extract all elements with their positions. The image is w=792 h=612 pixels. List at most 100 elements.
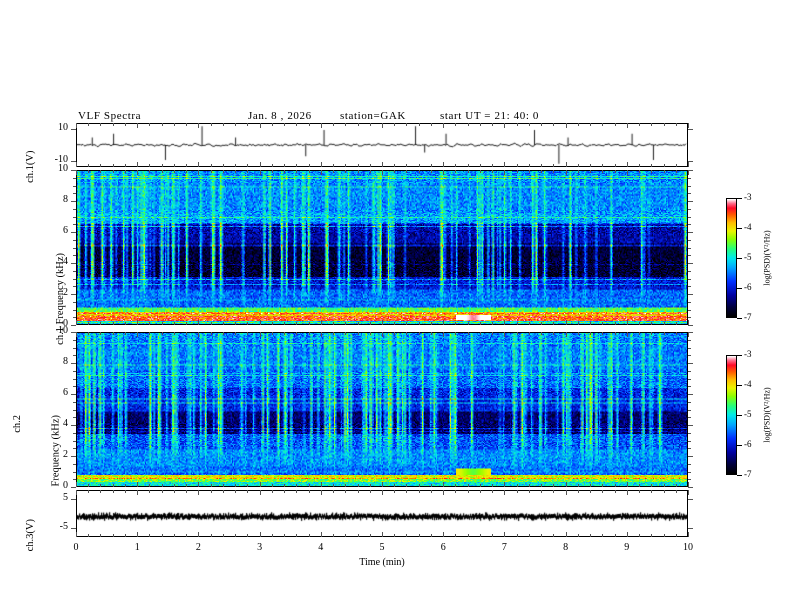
xtick-top-ch2-spectrogram-6 (443, 332, 444, 337)
xtick-ch1-spectrogram-1 (137, 320, 138, 325)
xtick-minor (590, 484, 591, 487)
xtick-minor (88, 123, 89, 126)
xtick-minor (333, 164, 334, 167)
xtick-minor (272, 490, 273, 493)
xtick-top-ch1-waveform-3 (260, 123, 261, 128)
xtick-top-ch3-waveform-7 (504, 490, 505, 495)
xtick-minor (664, 123, 665, 126)
ytick-minor (73, 317, 76, 318)
xtick-minor (333, 332, 334, 335)
xtick-minor (529, 164, 530, 167)
ytick-label-ch2-spectrogram-0: 0 (63, 480, 68, 491)
ytick-minor (688, 355, 691, 356)
xtick-minor (578, 170, 579, 173)
waveform-canvas-ch1-waveform (77, 124, 687, 166)
xtick-minor (541, 490, 542, 493)
ytick-minor (688, 186, 691, 187)
xtick-label-9: 9 (624, 542, 630, 553)
ytick-minor (73, 348, 76, 349)
xtick-ch2-spectrogram-8 (566, 482, 567, 487)
xtick-minor (370, 170, 371, 173)
xtick-minor (517, 484, 518, 487)
xtick-minor (272, 484, 273, 487)
xtick-minor (186, 332, 187, 335)
ytick-ch2-spectrogram-0 (71, 487, 76, 488)
ytick-minor (73, 371, 76, 372)
xtick-ch1-waveform-9 (627, 162, 628, 167)
xtick-minor (541, 332, 542, 335)
xtick-minor (553, 332, 554, 335)
xtick-minor (492, 490, 493, 493)
xtick-minor (615, 123, 616, 126)
xtick-minor (162, 322, 163, 325)
ytick-label-ch3-waveform--5: -5 (59, 521, 68, 533)
xtick-label-1: 1 (134, 542, 140, 553)
xtick-minor (455, 170, 456, 173)
xtick-minor (296, 332, 297, 335)
xtick-minor (211, 170, 212, 173)
xtick-minor (394, 170, 395, 173)
xtick-minor (480, 534, 481, 537)
xtick-minor (296, 123, 297, 126)
xtick-minor (223, 170, 224, 173)
xtick-minor (186, 123, 187, 126)
ytick-ch2-spectrogram-8 (71, 363, 76, 364)
xtick-minor (223, 484, 224, 487)
ytick-minor (73, 286, 76, 287)
xtick-top-ch1-spectrogram-10 (688, 170, 689, 175)
xtick-minor (602, 170, 603, 173)
xtick-minor (125, 534, 126, 537)
ylabel-line1-ch2-spectrogram: ch.2 (11, 415, 23, 433)
xtick-ch3-waveform-0 (76, 532, 77, 537)
xtick-minor (492, 484, 493, 487)
colorbar-tick-label-1--3: -3 (744, 349, 752, 359)
xtick-minor (590, 322, 591, 325)
colorbar-gradient (727, 356, 736, 474)
xtick-minor (358, 490, 359, 493)
xtick-minor (468, 332, 469, 335)
xtick-minor (272, 332, 273, 335)
ytick-ch1-spectrogram-8 (71, 201, 76, 202)
ytick-right-ch1-spectrogram-4 (688, 263, 693, 264)
xtick-minor (370, 322, 371, 325)
ylabel-ch3-waveform: ch.3(V) (25, 519, 37, 552)
xtick-minor (370, 484, 371, 487)
ylabel-ch1-waveform: ch.1(V) (25, 150, 37, 183)
xtick-minor (419, 123, 420, 126)
xtick-label-8: 8 (563, 542, 569, 553)
xtick-minor (162, 332, 163, 335)
xtick-top-ch2-spectrogram-1 (137, 332, 138, 337)
xtick-minor (358, 332, 359, 335)
ytick-right-ch3-waveform-5 (688, 499, 693, 500)
xtick-ch1-waveform-2 (198, 162, 199, 167)
xtick-minor (211, 534, 212, 537)
ytick-minor (73, 402, 76, 403)
xtick-ch3-waveform-4 (321, 532, 322, 537)
xtick-minor (455, 484, 456, 487)
ytick-ch1-spectrogram-4 (71, 263, 76, 264)
xtick-minor (578, 123, 579, 126)
xtick-minor (431, 484, 432, 487)
xtick-minor (431, 322, 432, 325)
xtick-ch1-spectrogram-7 (504, 320, 505, 325)
xtick-minor (639, 484, 640, 487)
xtick-minor (88, 322, 89, 325)
xtick-minor (431, 534, 432, 537)
xtick-ch1-waveform-10 (688, 162, 689, 167)
ytick-minor (73, 240, 76, 241)
xtick-minor (468, 490, 469, 493)
xtick-minor (553, 123, 554, 126)
xtick-minor (309, 332, 310, 335)
xtick-minor (186, 170, 187, 173)
xtick-minor (406, 170, 407, 173)
ytick-right-ch3-waveform--5 (688, 528, 693, 529)
xtick-minor (309, 490, 310, 493)
xtick-minor (345, 322, 346, 325)
xtick-minor (235, 534, 236, 537)
xtick-minor (125, 170, 126, 173)
xtick-minor (480, 164, 481, 167)
xtick-minor (419, 534, 420, 537)
xtick-ch2-spectrogram-10 (688, 482, 689, 487)
xtick-top-ch2-spectrogram-3 (260, 332, 261, 337)
xtick-top-ch3-waveform-2 (198, 490, 199, 495)
